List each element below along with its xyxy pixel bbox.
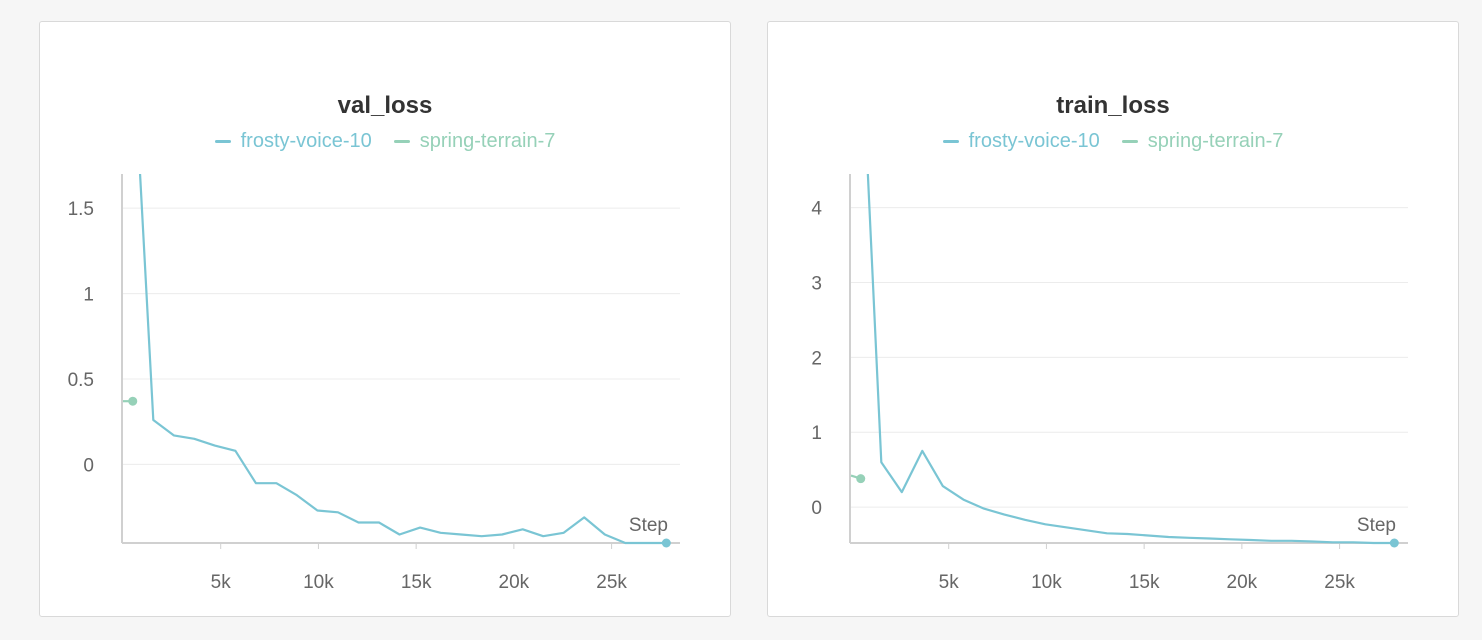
legend-item-frosty-voice-10[interactable]: frosty-voice-10: [214, 130, 372, 153]
y-tick-label: 2: [811, 348, 822, 369]
y-tick-label: 1: [811, 423, 822, 444]
train-loss-panel: train_loss frosty-voice-10 spring-terrai…: [767, 21, 1459, 617]
chart-title: val_loss: [337, 92, 433, 119]
y-tick-label: 1: [83, 285, 94, 306]
series-end-point-frosty-voice-10: [661, 538, 671, 548]
legend-label: spring-terrain-7: [419, 130, 556, 152]
x-tick-label: 5k: [939, 572, 960, 593]
y-tick-label: 0: [83, 455, 94, 476]
series-end-point-spring-terrain-7: [856, 474, 866, 484]
train-loss-plot[interactable]: 0 1 2 3 4 5k 10k 15k 20k 25k Step: [768, 22, 1460, 618]
legend-item-spring-terrain-7[interactable]: spring-terrain-7: [1121, 130, 1284, 153]
y-tick-label: 4: [811, 199, 822, 220]
x-axis-title: Step: [629, 515, 668, 536]
x-tick-label: 25k: [596, 572, 627, 593]
chart-title: train_loss: [1056, 92, 1170, 119]
x-axis-title: Step: [1357, 515, 1396, 536]
x-tick-label: 20k: [499, 572, 530, 593]
series-line-frosty-voice-10: [866, 174, 1395, 545]
x-tick-label: 25k: [1324, 572, 1355, 593]
chart-legend: frosty-voice-10 spring-terrain-7: [768, 130, 1458, 153]
x-tick-label: 20k: [1227, 572, 1258, 593]
legend-label: frosty-voice-10: [968, 130, 1100, 152]
y-tick-label: 0.5: [68, 370, 94, 391]
val-loss-panel: val_loss frosty-voice-10 spring-terrain-…: [39, 21, 731, 617]
y-tick-label: 0: [811, 498, 822, 519]
legend-swatch: [214, 140, 231, 143]
legend-item-spring-terrain-7[interactable]: spring-terrain-7: [393, 130, 556, 153]
x-tick-label: 10k: [1031, 572, 1062, 593]
series-end-point-frosty-voice-10: [1389, 538, 1399, 548]
legend-item-frosty-voice-10[interactable]: frosty-voice-10: [942, 130, 1100, 153]
legend-swatch: [942, 140, 959, 143]
series-end-point-spring-terrain-7: [128, 396, 138, 406]
x-tick-label: 10k: [303, 572, 334, 593]
legend-label: frosty-voice-10: [240, 130, 372, 152]
y-tick-label: 3: [811, 274, 822, 295]
series-line-frosty-voice-10: [138, 174, 667, 545]
legend-swatch: [393, 140, 410, 143]
chart-legend: frosty-voice-10 spring-terrain-7: [40, 130, 730, 153]
x-tick-label: 5k: [211, 572, 232, 593]
y-tick-label: 1.5: [68, 199, 94, 220]
legend-label: spring-terrain-7: [1147, 130, 1284, 152]
val-loss-plot[interactable]: 0 0.5 1 1.5 5k 10k 15k 20k 25k Step: [40, 22, 732, 618]
x-tick-label: 15k: [401, 572, 432, 593]
x-tick-label: 15k: [1129, 572, 1160, 593]
legend-swatch: [1121, 140, 1138, 143]
